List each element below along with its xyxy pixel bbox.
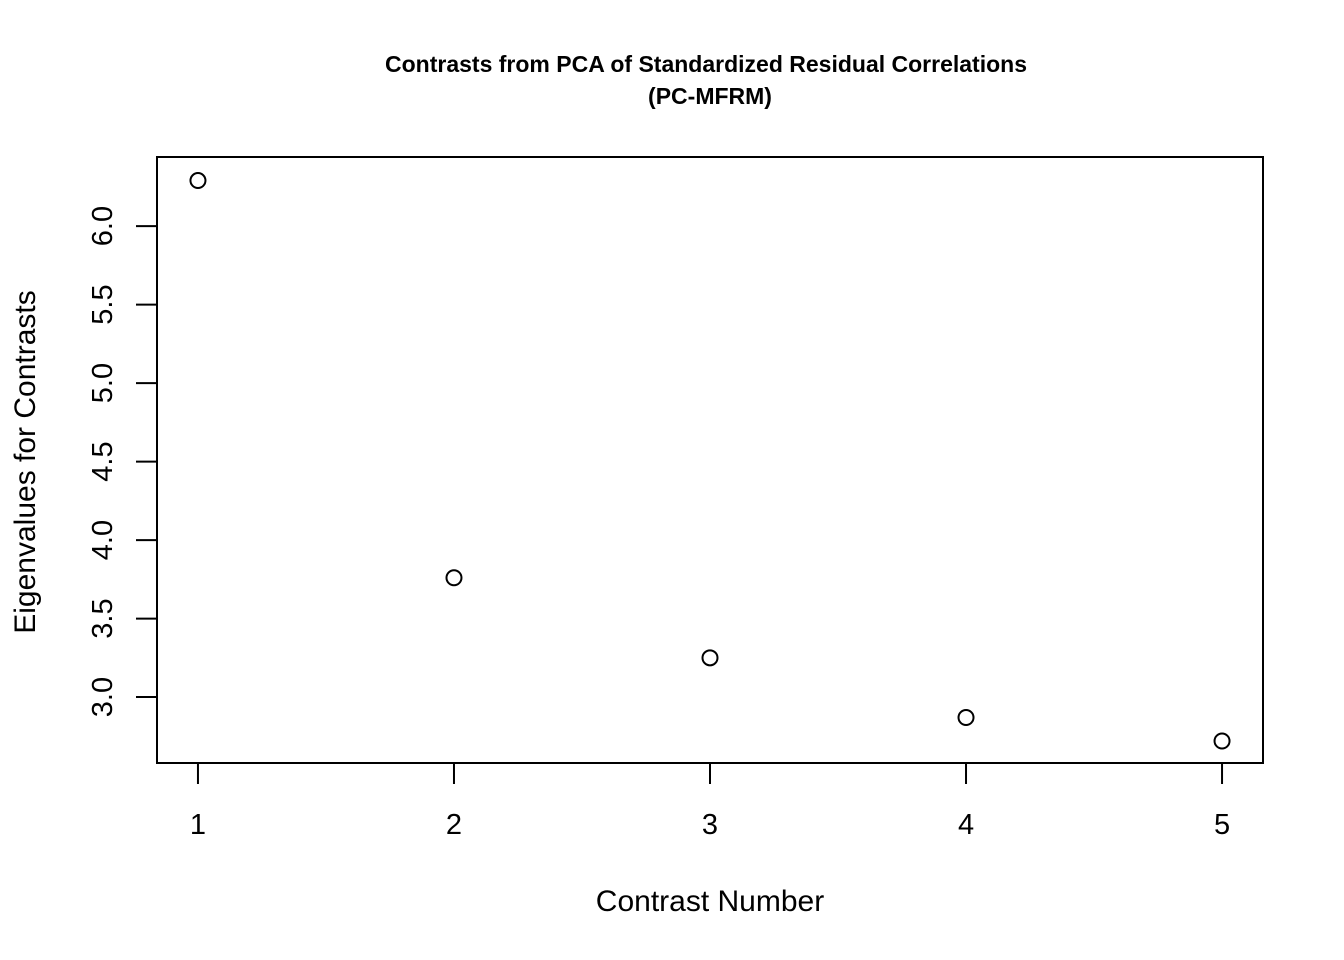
y-tick-label: 5.0: [87, 363, 119, 403]
x-tick-label: 2: [446, 809, 462, 841]
x-tick-label: 5: [1214, 809, 1230, 841]
x-tick-label: 4: [958, 809, 974, 841]
data-point: [957, 708, 975, 726]
chart-subtitle: (PC-MFRM): [648, 83, 772, 109]
y-axis-title: Eigenvalues for Contrasts: [9, 290, 42, 634]
data-point: [701, 649, 719, 667]
x-tick-label: 1: [190, 809, 206, 841]
y-tick-label: 3.0: [87, 677, 119, 717]
y-axis: 3.0 3.5 4.0 4.5 5.0 5.5 6.0: [87, 206, 158, 717]
y-tick-label: 3.5: [87, 598, 119, 638]
data-points: [189, 172, 1231, 750]
x-axis: 1 2 3 4 5: [190, 762, 1230, 841]
y-tick-label: 6.0: [87, 206, 119, 246]
data-point: [189, 172, 207, 190]
data-point: [1213, 732, 1231, 750]
y-tick-label: 4.5: [87, 441, 119, 481]
y-tick-label: 5.5: [87, 284, 119, 324]
data-point: [445, 569, 463, 587]
chart-title: Contrasts from PCA of Standardized Resid…: [385, 51, 1027, 77]
x-tick-label: 3: [702, 809, 718, 841]
x-axis-title: Contrast Number: [596, 885, 824, 918]
y-tick-label: 4.0: [87, 520, 119, 560]
